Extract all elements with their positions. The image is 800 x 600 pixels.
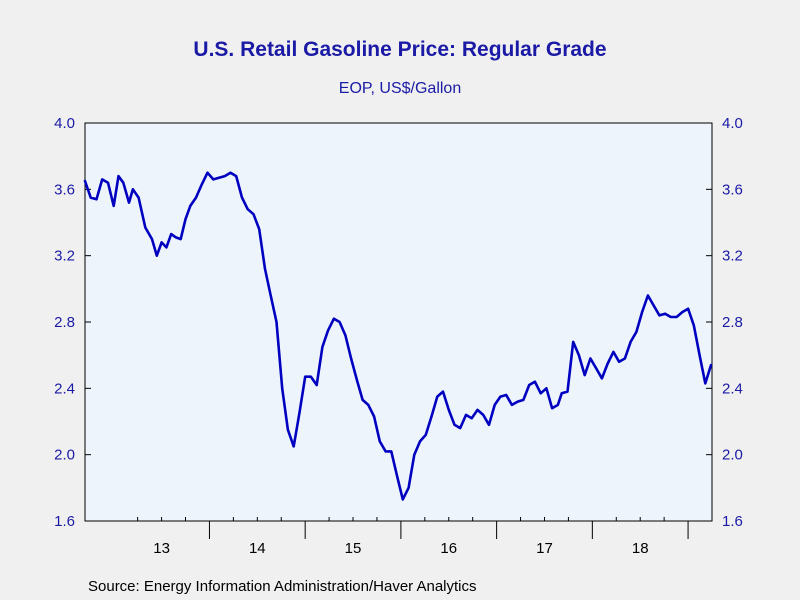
x-tick-label: 18 [632, 540, 649, 557]
x-tick-label: 13 [153, 540, 170, 557]
source-note: Source: Energy Information Administratio… [88, 578, 477, 595]
y-tick-label-left: 3.2 [54, 248, 75, 265]
y-tick-label-left: 4.0 [54, 115, 75, 132]
y-tick-label-right: 4.0 [722, 115, 743, 132]
y-tick-label-left: 2.4 [54, 380, 75, 397]
x-tick-label: 16 [440, 540, 457, 557]
y-tick-label-right: 1.6 [722, 513, 743, 530]
y-tick-label-right: 3.6 [722, 181, 743, 198]
x-tick-label: 17 [536, 540, 553, 557]
y-tick-label-left: 1.6 [54, 513, 75, 530]
plot-area [84, 122, 713, 522]
axis-labels: 1.6 1.6 2.0 2.0 2.4 2.4 2.8 2.8 3.2 3.2 3.6 3.6 4.0 4… [54, 115, 743, 557]
chart-title: U.S. Retail Gasoline Price: Regular Grad… [193, 38, 607, 61]
chart-subtitle: EOP, US$/Gallon [338, 80, 462, 97]
x-tick-label: 14 [249, 540, 266, 557]
y-tick-label-left: 2.8 [54, 314, 75, 331]
y-tick-label-left: 2.0 [54, 447, 75, 464]
x-tick-label: 15 [345, 540, 362, 557]
y-tick-label-right: 2.4 [722, 380, 743, 397]
series-line [83, 171, 713, 501]
y-tick-label-right: 3.2 [722, 248, 743, 265]
y-tick-label-right: 2.0 [722, 447, 743, 464]
y-tick-label-right: 2.8 [722, 314, 743, 331]
y-tick-label-left: 3.6 [54, 181, 75, 198]
